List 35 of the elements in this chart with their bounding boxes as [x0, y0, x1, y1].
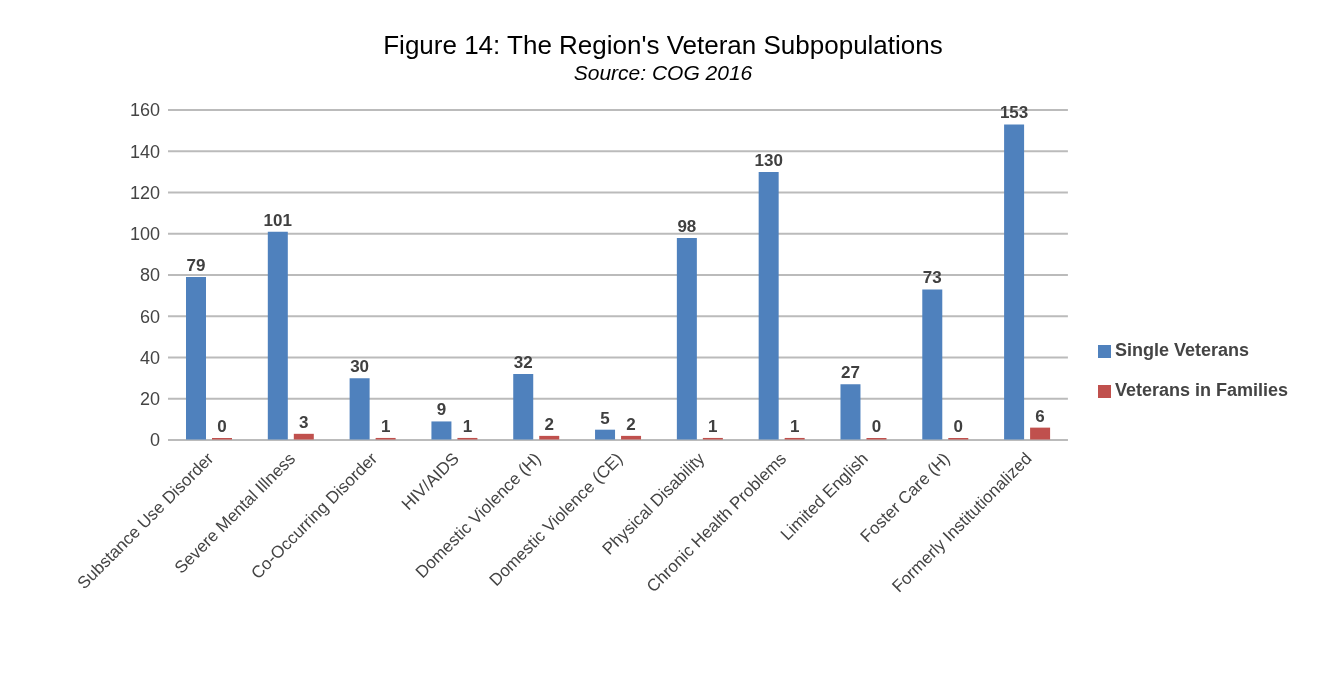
data-label: 101: [263, 210, 292, 230]
data-label: 98: [677, 216, 697, 236]
data-label: 1: [462, 416, 473, 436]
y-tick-label: 120: [129, 182, 160, 203]
data-label: 79: [186, 256, 206, 276]
y-tick-label: 100: [129, 224, 160, 245]
data-label: 130: [754, 150, 783, 170]
chart-subtitle: Source: COG 2016: [572, 61, 754, 85]
data-label: 9: [436, 400, 447, 420]
y-tick-label: 60: [139, 306, 160, 327]
data-label: 73: [922, 268, 942, 288]
y-tick-label: 0: [149, 430, 160, 451]
chart-title: Figure 14: The Region's Veteran Subpopulations: [382, 30, 944, 61]
y-tick-label: 20: [139, 389, 160, 410]
y-tick-label: 40: [139, 347, 160, 368]
data-label: 27: [841, 363, 860, 383]
data-label: 1: [789, 416, 800, 436]
data-label: 0: [217, 417, 227, 436]
data-label: 0: [871, 417, 882, 436]
legend-label: Single Veterans: [1114, 340, 1249, 360]
data-label: 2: [544, 414, 554, 434]
y-tick-label: 160: [129, 100, 160, 121]
data-label: 2: [626, 414, 636, 434]
data-label: 0: [953, 417, 964, 436]
data-label: 32: [513, 353, 533, 372]
y-tick-label: 80: [139, 265, 160, 286]
legend-label: Veterans in Families: [1114, 380, 1288, 400]
data-label: 6: [1035, 406, 1045, 426]
data-label: 3: [299, 412, 309, 432]
data-label: 30: [350, 357, 370, 377]
data-label: 1: [380, 416, 391, 436]
y-tick-label: 140: [129, 141, 160, 162]
data-label: 153: [999, 103, 1029, 123]
data-label: 1: [708, 416, 718, 436]
data-label: 5: [600, 408, 610, 428]
